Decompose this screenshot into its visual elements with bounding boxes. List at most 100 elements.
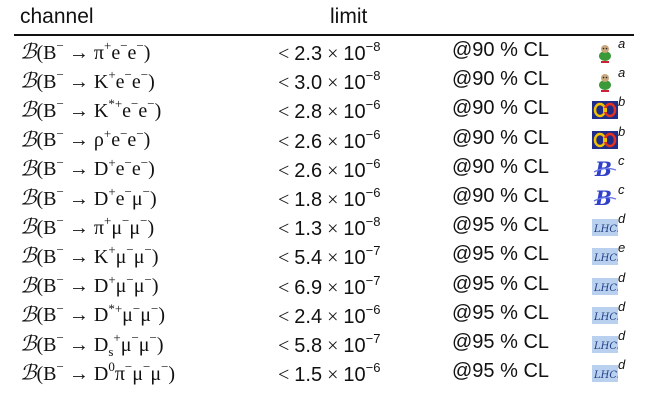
times-sign: ×: [322, 189, 344, 211]
table-header: channel limit: [0, 0, 648, 32]
limit-mantissa: 3.0: [294, 72, 323, 95]
table-row: ℬ(B− → K*+e−e−) < 2.8 × 10−6 @90 % CL b: [0, 94, 648, 127]
confidence-level: @95 % CL: [452, 272, 550, 295]
times-sign: ×: [322, 305, 344, 328]
table-row: ℬ(B− → D+μ−μ−) < 6.9 × 10−7 @95 % CL LHCbd: [0, 270, 648, 303]
lhcb-logo-icon: LHCb: [592, 362, 623, 384]
limit-mantissa: 2.6: [294, 159, 323, 182]
decay-channel: (B− → D+e−μ−): [36, 184, 157, 210]
limit-mantissa: 6.9: [294, 276, 323, 299]
limit-base: 10: [343, 247, 366, 270]
channel-cell: ℬ(B− → D+e−μ−): [20, 184, 157, 211]
limit-exponent: −8: [365, 214, 381, 230]
limit-cell: < 5.4 × 10−7: [278, 243, 380, 270]
confidence-level: @95 % CL: [452, 243, 550, 266]
babar-logo-icon: [592, 70, 618, 93]
limit-exponent: −8: [365, 39, 381, 54]
decay-channel: (B− → D+μ−μ−): [36, 271, 159, 298]
limit-mantissa: 2.3: [294, 43, 323, 65]
decay-channel: (B− → ρ+e−e−): [36, 125, 151, 152]
svg-text:LHCb: LHCb: [593, 283, 618, 294]
lhcb-logo-icon: LHCb: [592, 245, 623, 267]
svg-text:LHCb: LHCb: [593, 312, 618, 323]
less-than-sign: <: [278, 43, 295, 65]
times-sign: ×: [322, 276, 344, 299]
branching-ratio-symbol: ℬ: [20, 360, 37, 385]
times-sign: ×: [322, 335, 344, 357]
svg-text:LHCb: LHCb: [593, 224, 618, 235]
limit-base: 10: [343, 335, 366, 357]
channel-cell: ℬ(B− → ρ+e−e−): [20, 125, 151, 153]
svg-text:LHCb: LHCb: [593, 370, 618, 381]
branching-ratio-symbol: ℬ: [20, 39, 37, 64]
lhcb-logo-icon: LHCb: [592, 333, 623, 355]
decay-channel: (B− → D+e−e−): [36, 154, 155, 181]
confidence-level: @90 % CL: [452, 39, 550, 61]
reference-marker: d: [618, 211, 626, 227]
times-sign: ×: [322, 130, 344, 153]
less-than-sign: <: [278, 101, 295, 124]
reference-marker: d: [618, 328, 626, 343]
channel-cell: ℬ(B− → π+e−e−): [20, 38, 150, 65]
confidence-level: @90 % CL: [452, 97, 550, 120]
lhcb-logo-icon: LHCb: [592, 275, 623, 297]
limit-cell: < 6.9 × 10−7: [278, 273, 380, 300]
confidence-level: @90 % CL: [452, 155, 550, 178]
decay-channel: (B− → Ds+μ−μ−): [36, 330, 164, 359]
limit-exponent: −7: [365, 331, 381, 346]
less-than-sign: <: [278, 247, 295, 270]
channel-cell: ℬ(B− → D0π−μ−μ−): [20, 359, 175, 386]
limit-base: 10: [343, 364, 366, 387]
limit-base: 10: [343, 276, 366, 299]
limit-exponent: −7: [365, 243, 381, 259]
limit-cell: < 2.6 × 10−6: [278, 156, 380, 183]
reference-marker: c: [618, 182, 625, 197]
table-row: ℬ(B− → K+e−e−) < 3.0 × 10−8 @90 % CL a: [0, 65, 648, 98]
times-sign: ×: [322, 43, 344, 65]
limit-base: 10: [343, 72, 366, 95]
less-than-sign: <: [278, 335, 295, 357]
less-than-sign: <: [278, 276, 295, 299]
less-than-sign: <: [278, 159, 295, 182]
branching-ratio-symbol: ℬ: [20, 331, 37, 356]
confidence-level: @95 % CL: [452, 214, 550, 237]
branching-ratio-symbol: ℬ: [20, 68, 37, 93]
less-than-sign: <: [278, 130, 295, 153]
limit-cell: < 1.5 × 10−6: [278, 360, 380, 387]
branching-ratio-symbol: ℬ: [20, 214, 37, 239]
limit-mantissa: 5.4: [294, 247, 323, 270]
times-sign: ×: [322, 101, 344, 124]
header-channel: channel: [20, 5, 94, 28]
belle-logo-icon: B: [592, 157, 618, 181]
channel-cell: ℬ(B− → D+μ−μ−): [20, 271, 159, 299]
header-limit: limit: [330, 5, 368, 28]
branching-ratio-symbol: ℬ: [20, 156, 37, 181]
table-row: ℬ(B− → Ds+μ−μ−) < 5.8 × 10−7 @95 % CL LHCbd: [0, 328, 648, 361]
reference-marker: b: [618, 123, 626, 139]
limit-mantissa: 5.8: [294, 335, 323, 357]
limit-exponent: −8: [365, 68, 381, 84]
limit-mantissa: 1.8: [294, 189, 323, 211]
table-row: ℬ(B− → K+μ−μ−) < 5.4 × 10−7 @95 % CL LHCbe: [0, 240, 648, 273]
limit-base: 10: [343, 43, 366, 65]
reference-marker: e: [618, 240, 626, 256]
reference-marker: b: [618, 94, 626, 110]
limit-mantissa: 2.4: [294, 305, 323, 328]
limit-cell: < 3.0 × 10−8: [278, 68, 380, 95]
reference-marker: a: [618, 65, 626, 81]
channel-cell: ℬ(B− → D+e−e−): [20, 154, 155, 182]
limit-exponent: −6: [365, 97, 381, 113]
limit-exponent: −7: [365, 272, 381, 288]
table-row: ℬ(B− → D0π−μ−μ−) < 1.5 × 10−6 @95 % CL LHCb…: [0, 357, 648, 390]
limit-exponent: −6: [365, 155, 381, 171]
limit-cell: < 2.6 × 10−6: [278, 127, 380, 154]
decay-channel: (B− → π+μ−μ−): [36, 213, 155, 239]
branching-ratio-symbol: ℬ: [20, 127, 37, 152]
reference-marker: a: [618, 36, 626, 51]
lhcb-logo-icon: LHCb: [592, 216, 623, 238]
less-than-sign: <: [278, 364, 295, 387]
branching-ratio-symbol: ℬ: [20, 273, 37, 298]
limit-cell: < 1.8 × 10−6: [278, 185, 380, 212]
